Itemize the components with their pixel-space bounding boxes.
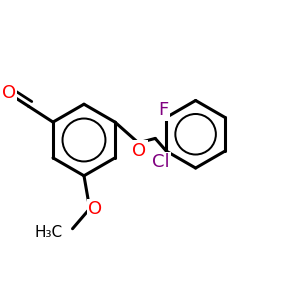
Text: F: F	[158, 101, 169, 119]
Text: O: O	[2, 84, 16, 102]
Text: O: O	[132, 142, 146, 160]
Text: H₃C: H₃C	[34, 225, 62, 240]
Text: Cl: Cl	[152, 153, 170, 171]
Text: O: O	[88, 200, 103, 218]
